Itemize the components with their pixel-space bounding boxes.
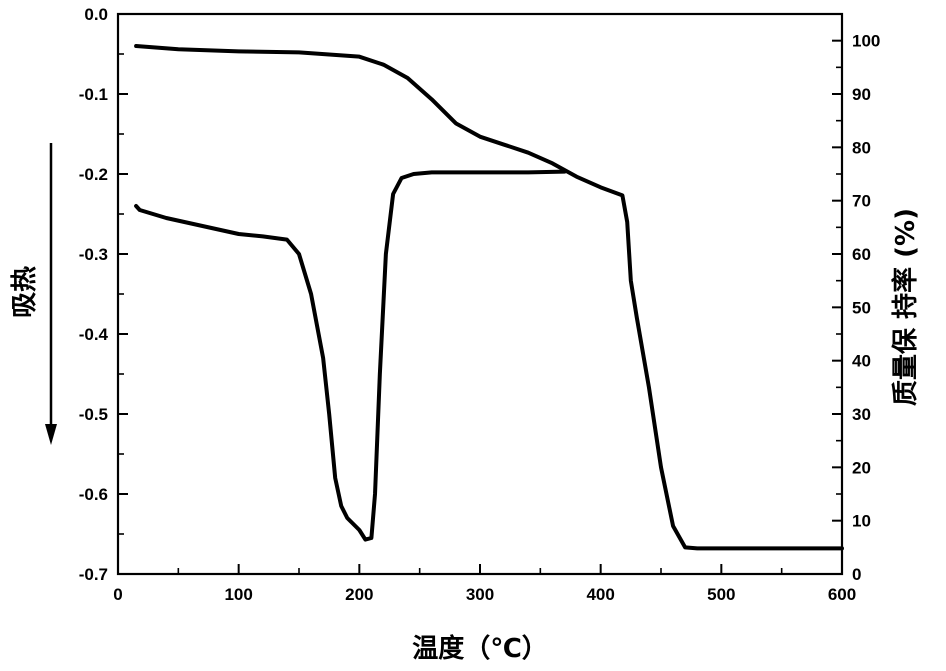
x-tick-label: 300 (466, 585, 494, 604)
x-tick-label: 0 (113, 585, 122, 604)
left-y-tick-label: -0.1 (79, 85, 108, 104)
x-tick-label: 400 (586, 585, 614, 604)
right-y-tick-label: 100 (852, 32, 880, 51)
x-tick-label: 100 (224, 585, 252, 604)
series-group (134, 44, 844, 551)
tga-series-line (134, 44, 844, 551)
right-y-axis-title: 质量保 持率 (%) (890, 208, 921, 406)
right-y-axis-ticks: 0 10 20 30 40 50 60 70 80 90 100 (832, 13, 880, 584)
right-y-tick-label: 50 (852, 298, 871, 317)
right-y-tick-label: 40 (852, 352, 871, 371)
x-axis-ticks: 0 100 200 300 400 500 600 (113, 564, 856, 604)
right-y-tick-label: 0 (852, 565, 861, 584)
left-y-tick-label: -0.3 (79, 245, 108, 264)
plot-frame (116, 12, 844, 576)
dsc-series-line (134, 169, 567, 542)
left-y-tick-label: 0.0 (84, 5, 108, 24)
x-tick-label: 600 (828, 585, 856, 604)
right-y-tick-label: 10 (852, 512, 871, 531)
left-y-tick-label: -0.2 (79, 165, 108, 184)
left-y-axis-ticks: 0.0 -0.1 -0.2 -0.3 -0.4 -0.5 -0.6 -0.7 (79, 5, 128, 584)
right-y-tick-label: 20 (852, 458, 871, 477)
right-y-tick-label: 80 (852, 138, 871, 157)
left-y-tick-label: -0.5 (79, 405, 108, 424)
right-y-tick-label: 60 (852, 245, 871, 264)
left-y-tick-label: -0.4 (79, 325, 109, 344)
left-y-tick-label: -0.6 (79, 485, 108, 504)
left-y-tick-label: -0.7 (79, 565, 108, 584)
x-tick-label: 200 (345, 585, 373, 604)
x-tick-label: 500 (707, 585, 735, 604)
right-y-tick-label: 70 (852, 192, 871, 211)
right-y-tick-label: 30 (852, 405, 871, 424)
x-axis-title: 温度（℃） (412, 633, 548, 664)
right-y-tick-label: 90 (852, 85, 871, 104)
left-y-axis-title: 吸热 (10, 266, 40, 318)
endothermic-arrow-icon (45, 143, 57, 445)
